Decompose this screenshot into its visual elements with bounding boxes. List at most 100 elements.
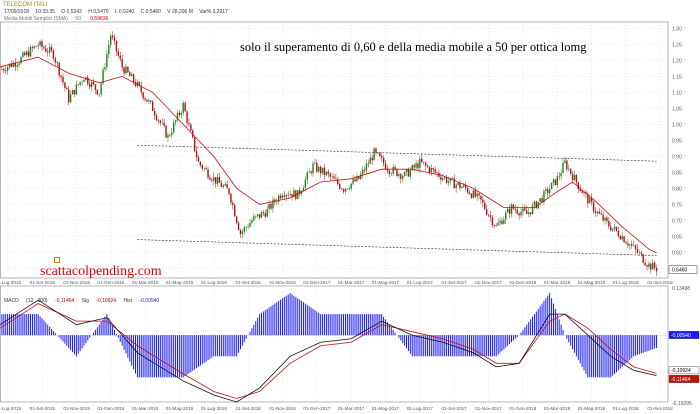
candle-body [545,189,547,192]
macd-x-tick-label: 01-Mag-2016 [166,406,194,411]
macd-x-tick-label: 01-Nov-2015 [63,406,90,411]
x-tick-label: 01-Mar-2016 [132,280,159,285]
candle-body [443,177,446,179]
candle-body [394,166,396,170]
macd-value-tag [668,366,700,375]
candle-body [117,51,120,56]
candle-body [216,177,219,184]
candle-body [5,70,7,72]
candle-body [312,163,314,174]
candle-body [289,194,291,196]
candle-body [600,213,602,215]
candle-body [367,163,370,165]
candle-body [310,171,312,174]
candle-body [197,157,200,162]
candle-body [130,74,133,77]
candle-body [239,229,242,235]
candle-body [505,212,507,220]
candle-body [610,226,612,231]
x-tick-label: 01-Mar-2017 [338,280,365,285]
candle-body [119,55,121,60]
candle-body [543,191,545,203]
candle-body [409,170,412,177]
candle-body [113,37,116,41]
candle-body [314,162,316,164]
candle-body [556,176,559,185]
candle-body [226,184,228,189]
price-tick-label: 0.75 [672,202,682,208]
candle-body [89,84,91,88]
candle-body [237,222,240,230]
candle-body [18,63,20,66]
candle-body [375,148,377,153]
candle-body [247,227,249,228]
candle-body [153,111,156,116]
candle-body [619,236,621,240]
price-tick-label: 1.00 [672,122,682,128]
candle-body [451,177,454,179]
macd-x-tick-label: 01-Lug-2016 [201,406,227,411]
macd-tick-label: -0.19295 [672,401,692,407]
candle-body [636,248,639,253]
candle-body [466,187,469,193]
candle-body [24,52,26,56]
candle-body [300,191,303,194]
candle-body [146,99,148,102]
candle-body [495,225,497,227]
macd-x-tick-label: 01-Set-2018 [647,406,673,411]
candle-body [379,153,381,157]
candle-body [291,194,293,198]
x-tick-label: 01-Gen-2018 [509,280,537,285]
info-var: Var% 3,2917 [199,9,228,15]
hist-name: Hist [123,298,133,304]
candle-body [150,100,152,102]
candle-body [308,171,310,173]
candle-body [213,177,215,181]
candle-body [127,66,129,73]
macd-x-tick-label: 01-Nov-2017 [475,406,502,411]
candle-body [560,173,562,177]
candle-body [533,201,536,206]
instrument-title: TELECOM ITALI [3,2,48,8]
candle-body [106,54,108,68]
macd-x-tick-label: 01-Set-2015 [30,406,56,411]
x-tick-label: 01-Gen-2017 [303,280,331,285]
candle-body [214,177,217,184]
candle-body [596,211,599,214]
candle-body [400,174,402,179]
candle-body [426,165,429,167]
candle-body [96,89,99,95]
candle-body [73,90,76,95]
macd-value-tag [668,331,700,339]
candle-body [350,183,352,189]
sma-label: Media Mobili Semplici (SMA) [4,16,68,22]
candle-body [186,111,188,124]
x-tick-label: 01-Lug-2016 [201,280,227,285]
macd-value-tag-label: -0,00540 [671,333,691,339]
candle-body [10,63,13,67]
candle-body [266,208,268,217]
candle-body [43,46,45,49]
candle-body [125,66,127,74]
price-tick-label: 0.85 [672,170,682,176]
candle-body [575,174,578,183]
macd-x-tick-label: 01-Lug-2017 [407,406,433,411]
ohlc-info: 17/09/2018 10:33:35 O 0,5242 H 0,5470 L … [4,9,233,15]
candle-body [81,81,83,83]
price-tick-label: 1.20 [672,58,682,64]
candle-body [222,185,225,188]
candle-body [562,162,564,174]
candle-body [392,166,394,174]
info-date: 17/09/2018 [4,9,30,15]
candle-body [27,51,30,57]
candle-body [129,72,131,77]
candle-body [245,227,247,228]
candle-body [634,245,637,249]
candle-body [199,161,202,166]
x-tick-label: 01-Nov-2017 [475,280,502,285]
candle-body [407,169,410,177]
candle-body [87,77,89,85]
candle-body [26,51,28,56]
candle-body [503,219,505,225]
candle-body [159,120,162,123]
